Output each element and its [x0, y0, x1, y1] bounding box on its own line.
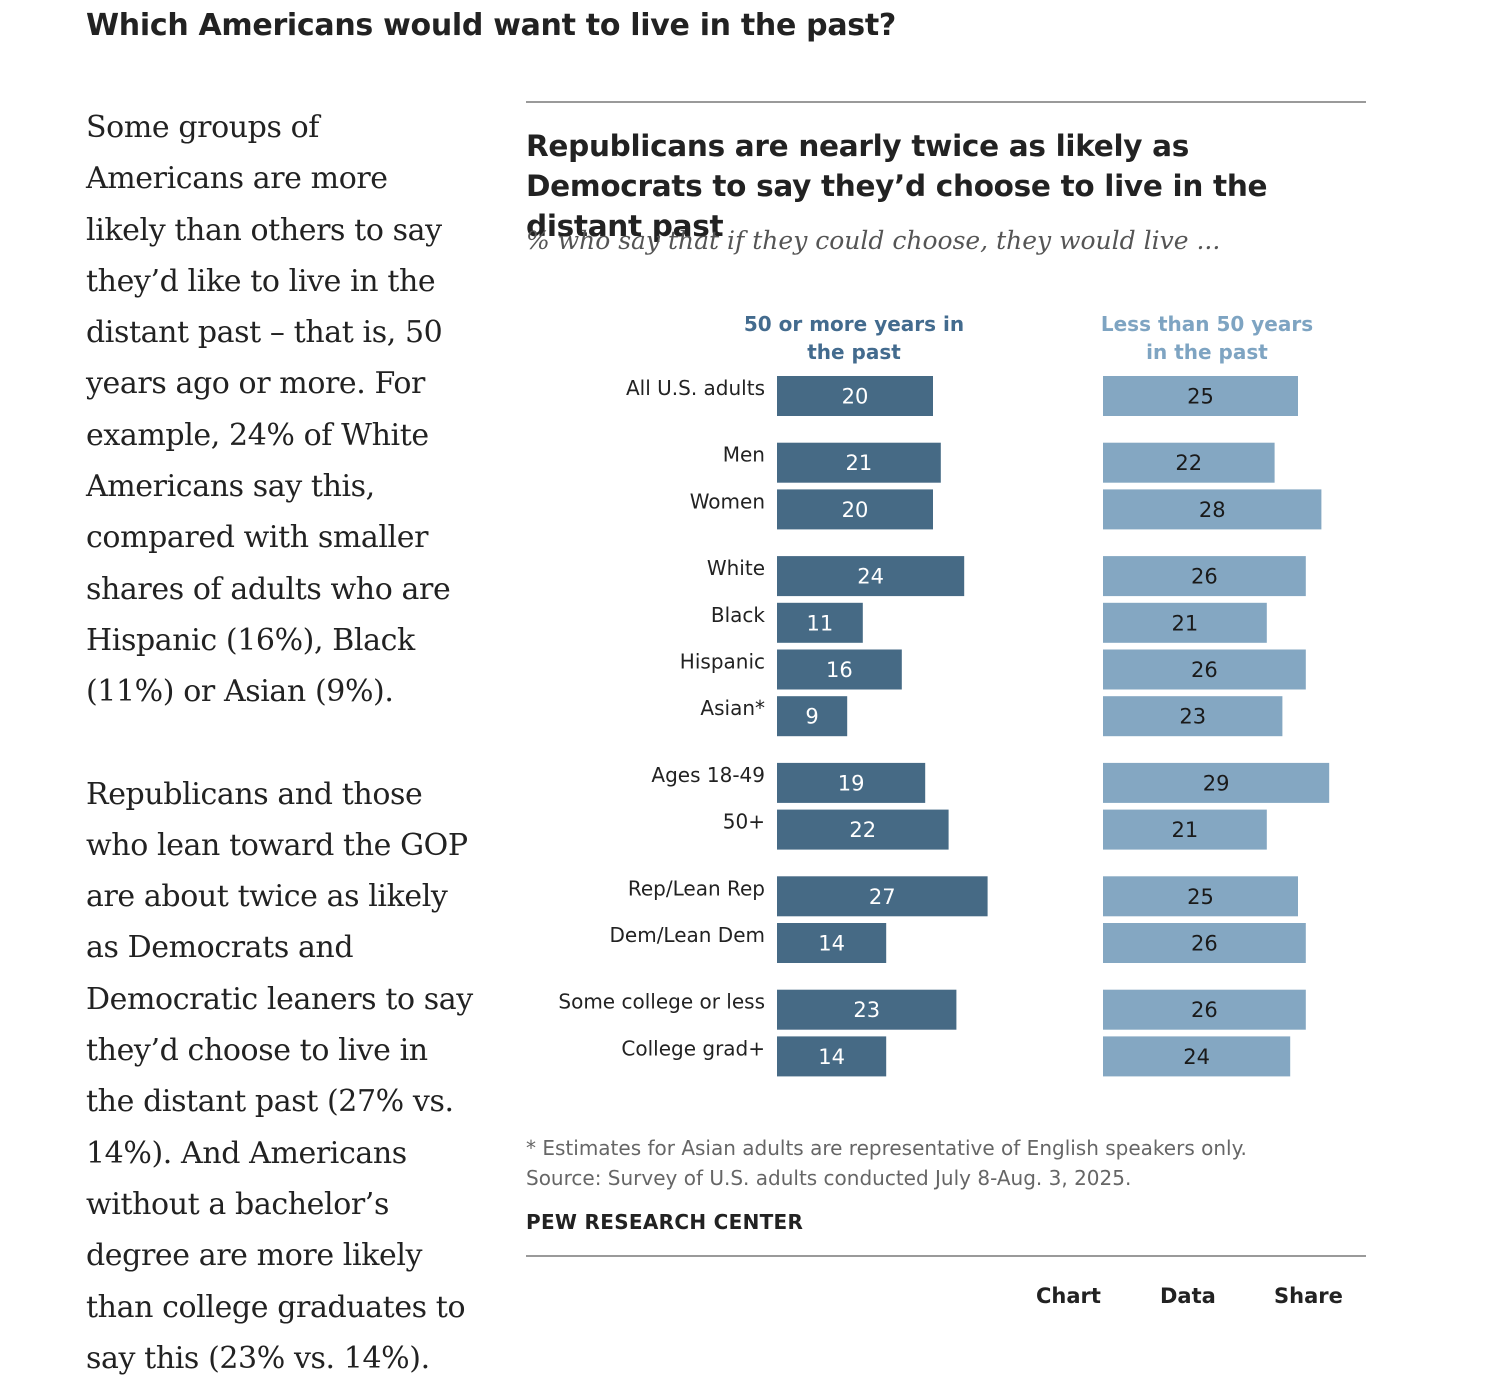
pew-brand: PEW RESEARCH CENTER: [526, 1210, 804, 1234]
series-header-2-line-2: in the past: [1146, 340, 1268, 364]
bar-distant-past-50: [777, 809, 949, 850]
bar-distant-past-black: [777, 602, 863, 643]
value-label-distant-past-all-u-s-adults: 20: [842, 385, 869, 409]
bar-recent-past-ages-18-49: [1103, 762, 1330, 803]
value-label-recent-past-white: 26: [1191, 565, 1218, 589]
category-label-some-college-or-less: Some college or less: [558, 990, 765, 1014]
category-label-asian: Asian*: [700, 696, 765, 720]
article-text: Some groups of Americans are more likely…: [86, 102, 476, 1384]
bar-distant-past-men: [777, 442, 941, 483]
bar-recent-past-some-college-or-less: [1103, 989, 1306, 1030]
bar-distant-past-white: [777, 556, 965, 597]
bar-recent-past-asian: [1103, 696, 1283, 737]
bar-recent-past-black: [1103, 602, 1267, 643]
page-heading: Which Americans would want to live in th…: [86, 8, 896, 43]
bar-chart: 50 or more years in the past Less than 50 …: [558, 312, 1330, 1077]
bar-recent-past-white: [1103, 556, 1306, 597]
value-label-distant-past-some-college-or-less: 23: [853, 998, 880, 1022]
bar-recent-past-50: [1103, 809, 1267, 850]
series-header-1-line-2: the past: [807, 340, 901, 364]
series-header-1-line-1: 50 or more years in: [744, 312, 964, 336]
chart-title: Republicans are nearly twice as likely a…: [526, 129, 1268, 243]
value-label-recent-past-men: 22: [1175, 451, 1202, 475]
value-label-recent-past-asian: 23: [1179, 705, 1206, 729]
tab-chart[interactable]: Chart: [1036, 1284, 1101, 1308]
bar-recent-past-college-grad: [1103, 1036, 1291, 1077]
category-label-women: Women: [690, 489, 765, 513]
category-label-rep-lean-rep: Rep/Lean Rep: [628, 876, 765, 900]
value-label-recent-past-some-college-or-less: 26: [1191, 998, 1218, 1022]
value-label-recent-past-hispanic: 26: [1191, 658, 1218, 682]
article-paragraph-2: Republicans and those who lean toward th…: [86, 776, 473, 1376]
bar-distant-past-college-grad: [777, 1036, 887, 1077]
bar-distant-past-hispanic: [777, 649, 902, 690]
value-label-distant-past-ages-18-49: 19: [838, 771, 865, 795]
chart-footnote: * Estimates for Asian adults are represe…: [526, 1133, 1247, 1193]
bar-distant-past-some-college-or-less: [777, 989, 957, 1030]
value-label-recent-past-dem-lean-dem: 26: [1191, 932, 1218, 956]
bar-recent-past-rep-lean-rep: [1103, 876, 1298, 917]
tab-data[interactable]: Data: [1160, 1284, 1216, 1308]
category-label-50: 50+: [723, 810, 765, 834]
series-header-2-line-1: Less than 50 years: [1101, 312, 1313, 336]
chart-top-rule: [526, 101, 1366, 103]
chart-bottom-rule: [526, 1255, 1366, 1257]
category-label-white: White: [707, 556, 765, 580]
value-label-distant-past-white: 24: [857, 565, 884, 589]
value-label-recent-past-rep-lean-rep: 25: [1187, 885, 1214, 909]
chart-subtitle: % who say that if they could choose, the…: [526, 226, 1221, 255]
bar-distant-past-rep-lean-rep: [777, 876, 988, 917]
bar-recent-past-hispanic: [1103, 649, 1306, 690]
value-label-recent-past-50: 21: [1172, 818, 1199, 842]
category-label-all-u-s-adults: All U.S. adults: [626, 376, 765, 400]
value-label-distant-past-50: 22: [849, 818, 876, 842]
bar-recent-past-women: [1103, 489, 1322, 530]
value-label-distant-past-hispanic: 16: [826, 658, 853, 682]
asian-estimate-note: * Estimates for Asian adults are represe…: [526, 1136, 1247, 1160]
value-label-recent-past-college-grad: 24: [1183, 1045, 1210, 1069]
category-label-black: Black: [711, 603, 766, 627]
bar-recent-past-dem-lean-dem: [1103, 923, 1306, 963]
category-label-hispanic: Hispanic: [680, 650, 765, 674]
bar-distant-past-dem-lean-dem: [777, 923, 887, 963]
value-label-distant-past-black: 11: [807, 611, 834, 635]
value-label-recent-past-black: 21: [1172, 611, 1199, 635]
value-label-distant-past-women: 20: [842, 498, 869, 522]
value-label-distant-past-asian: 9: [805, 705, 818, 729]
value-label-recent-past-women: 28: [1199, 498, 1226, 522]
value-label-distant-past-college-grad: 14: [818, 1045, 845, 1069]
bar-distant-past-asian: [777, 696, 848, 737]
value-label-distant-past-men: 21: [846, 451, 873, 475]
bar-recent-past-men: [1103, 442, 1275, 483]
category-label-ages-18-49: Ages 18-49: [651, 763, 765, 787]
category-label-college-grad: College grad+: [621, 1036, 765, 1060]
bar-distant-past-ages-18-49: [777, 762, 926, 803]
value-label-distant-past-rep-lean-rep: 27: [869, 885, 896, 909]
category-label-men: Men: [723, 443, 765, 467]
source-note: Source: Survey of U.S. adults conducted …: [526, 1166, 1132, 1190]
bar-distant-past-all-u-s-adults: [777, 376, 933, 416]
value-label-distant-past-dem-lean-dem: 14: [818, 932, 845, 956]
bar-distant-past-women: [777, 489, 933, 530]
value-label-recent-past-all-u-s-adults: 25: [1187, 385, 1214, 409]
value-label-recent-past-ages-18-49: 29: [1203, 771, 1230, 795]
category-label-dem-lean-dem: Dem/Lean Dem: [610, 923, 766, 947]
bar-recent-past-all-u-s-adults: [1103, 376, 1298, 416]
article-paragraph-1: Some groups of Americans are more likely…: [86, 110, 451, 710]
tab-share[interactable]: Share: [1274, 1284, 1343, 1308]
